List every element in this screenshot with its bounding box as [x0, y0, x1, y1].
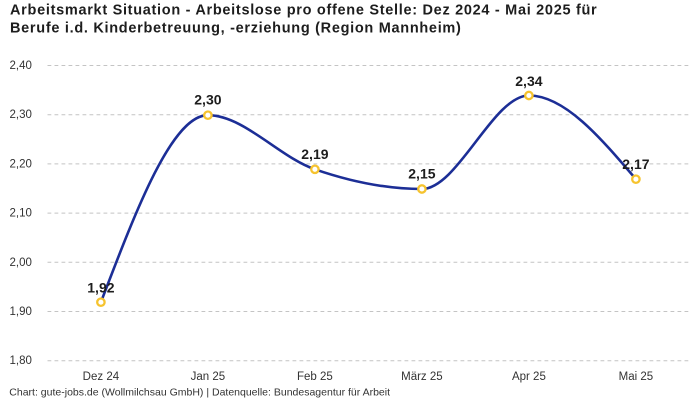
svg-text:2,40: 2,40	[10, 60, 32, 72]
svg-text:2,30: 2,30	[10, 109, 32, 121]
svg-text:Mai 25: Mai 25	[619, 371, 654, 383]
svg-text:Feb 25: Feb 25	[297, 371, 333, 383]
svg-text:Dez 24: Dez 24	[83, 371, 120, 383]
svg-text:Arbeitsmarkt Situation - Arbei: Arbeitsmarkt Situation - Arbeitslose pro…	[10, 2, 597, 18]
svg-text:1,92: 1,92	[87, 280, 114, 296]
svg-text:2,17: 2,17	[622, 156, 649, 172]
svg-text:2,00: 2,00	[10, 257, 32, 269]
svg-text:2,10: 2,10	[10, 208, 32, 220]
svg-text:2,15: 2,15	[408, 166, 435, 182]
svg-text:März 25: März 25	[401, 371, 443, 383]
svg-text:Berufe i.d. Kinderbetreuung, -: Berufe i.d. Kinderbetreuung, -erziehung …	[10, 21, 462, 37]
svg-text:2,20: 2,20	[10, 158, 32, 170]
svg-text:Chart: gute-jobs.de (Wollmilch: Chart: gute-jobs.de (Wollmilchsau GmbH) …	[9, 387, 390, 399]
svg-text:1,80: 1,80	[10, 355, 32, 367]
svg-text:Jan 25: Jan 25	[191, 371, 226, 383]
svg-text:2,34: 2,34	[515, 73, 542, 89]
svg-text:1,90: 1,90	[10, 306, 32, 318]
svg-text:2,19: 2,19	[301, 146, 328, 162]
svg-text:2,30: 2,30	[194, 92, 221, 108]
svg-text:Apr 25: Apr 25	[512, 371, 546, 383]
